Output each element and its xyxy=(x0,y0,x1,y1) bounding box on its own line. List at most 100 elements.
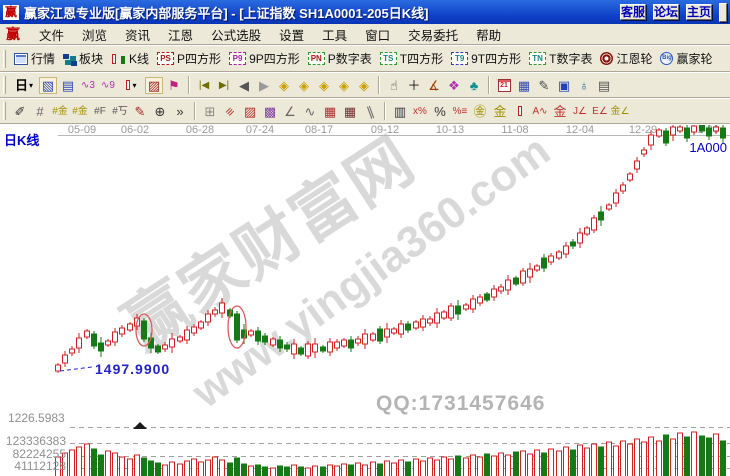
compress-icon[interactable]: ◈ xyxy=(315,77,333,94)
volume-bar xyxy=(255,464,261,476)
candle-style-dropdown[interactable]: ▾ xyxy=(119,77,143,94)
flag-chart-icon[interactable]: ⚑ xyxy=(165,77,183,94)
percent-icon[interactable]: % xyxy=(431,103,449,120)
gann-wheel-button[interactable]: 江恩轮 xyxy=(596,48,656,69)
s-ruler-icon[interactable]: #丂 xyxy=(111,103,129,120)
candle-body xyxy=(112,331,118,343)
homepage-button[interactable]: 主页 xyxy=(685,4,712,20)
menu-item-3[interactable]: 江恩 xyxy=(168,28,194,43)
sectors-button[interactable]: 板块 xyxy=(59,48,107,69)
fan-box-icon-glyph: ▨ xyxy=(243,103,257,119)
menu-item-0[interactable]: 文件 xyxy=(39,28,65,43)
pen-icon[interactable]: ✐ xyxy=(11,103,29,120)
quotes-button[interactable]: 行情 xyxy=(10,48,59,69)
percent-x-icon[interactable]: x% xyxy=(411,103,429,120)
fit-all-icon[interactable]: ◈ xyxy=(355,77,373,94)
volume-bar xyxy=(177,463,183,476)
time-cycle-icon[interactable]: ⊕ xyxy=(151,103,169,120)
gann-grid-icon[interactable]: ▦ xyxy=(321,103,339,120)
toolbar-grip[interactable] xyxy=(3,102,6,120)
candle-body xyxy=(548,255,554,263)
fan-box-icon[interactable]: ▨ xyxy=(241,103,259,120)
angle-lines-icon[interactable]: ∠ xyxy=(281,103,299,120)
period-day-dropdown[interactable]: 日 ▾ xyxy=(11,77,37,94)
zigzag-icon[interactable]: ∿ xyxy=(301,103,319,120)
menu-item-1[interactable]: 浏览 xyxy=(82,28,108,43)
menu-item-8[interactable]: 交易委托 xyxy=(408,28,459,43)
magic-tool-icon[interactable]: ❖ xyxy=(445,77,463,94)
j-angle-icon[interactable]: J∠ xyxy=(571,103,589,120)
calendar-icon[interactable]: 21 xyxy=(495,77,513,94)
p-square-button[interactable]: PS P四方形 xyxy=(153,48,225,69)
kline-button[interactable]: K线 xyxy=(107,48,153,69)
ruler-icon[interactable]: # xyxy=(31,103,49,120)
list-panel-icon[interactable]: ▤ xyxy=(59,77,77,94)
box-grid-icon[interactable]: ⊞ xyxy=(201,103,219,120)
volume-bar xyxy=(198,461,204,476)
analysis-brain-icon[interactable]: ♣ xyxy=(465,77,483,94)
menu-item-6[interactable]: 工具 xyxy=(322,28,348,43)
nine-p-square-button[interactable]: P9 9P四方形 xyxy=(225,48,304,69)
partial-button[interactable] xyxy=(719,2,727,22)
support-button[interactable]: 客服 xyxy=(619,4,646,20)
gold-circle-icon[interactable]: ㊎ xyxy=(471,103,489,120)
zoom-out-horizontal-icon[interactable]: ◈ xyxy=(275,77,293,94)
marker-pen-icon[interactable]: ✎ xyxy=(131,103,149,120)
candlestick-canvas[interactable]: 05-09 06-02 06-28 07-24 08-17 09-12 10-13 11-08… xyxy=(0,125,730,476)
prev-icon[interactable]: ◀ xyxy=(235,77,253,94)
e-angle-icon[interactable]: E∠ xyxy=(591,103,609,120)
gold-red-icon[interactable]: 金 xyxy=(551,103,569,120)
forum-button[interactable]: 论坛 xyxy=(652,4,679,20)
calculator-icon[interactable]: ▦ xyxy=(515,77,533,94)
notes-icon[interactable]: ✎ xyxy=(535,77,553,94)
fan-lines-icon[interactable]: ≡ xyxy=(221,103,239,120)
more-tools-icon[interactable]: » xyxy=(171,103,189,120)
menu-item-2[interactable]: 资讯 xyxy=(125,28,151,43)
toolbar-grip[interactable] xyxy=(3,76,6,94)
first-page-icon[interactable]: |◀ xyxy=(195,77,213,94)
parallel-lines-icon[interactable]: ∥ xyxy=(361,103,379,120)
candle-body xyxy=(498,286,504,292)
candle-body xyxy=(434,312,440,324)
shape-pattern-icon[interactable]: ▧ xyxy=(39,76,57,94)
angle-measure-icon[interactable]: ∡ xyxy=(425,77,443,94)
nine-t-square-button-label: 9T四方形 xyxy=(471,52,522,66)
hand-tool-icon[interactable]: ☝ xyxy=(385,77,403,94)
last-page-icon[interactable]: ▶| xyxy=(215,77,233,94)
hatch-box-icon[interactable]: ▩ xyxy=(261,103,279,120)
t-number-table-button[interactable]: TN T数字表 xyxy=(525,48,596,69)
chart-area[interactable]: 赢家财富网 www.yingjia360.com 05-09 06-02 06-28… xyxy=(0,124,730,476)
wave-a-icon[interactable]: A∿ xyxy=(531,103,549,120)
f-ruler-icon[interactable]: #F xyxy=(91,103,109,120)
column-chart-icon[interactable]: ▥ xyxy=(391,103,409,120)
menu-item-7[interactable]: 窗口 xyxy=(365,28,391,43)
save-icon[interactable]: ▣ xyxy=(555,77,573,94)
volume-bar xyxy=(155,462,161,476)
winner-wheel-button[interactable]: Big 赢家轮 xyxy=(656,48,716,69)
menu-item-4[interactable]: 公式选股 xyxy=(211,28,262,43)
pattern-search-icon[interactable]: ▨ xyxy=(145,76,163,94)
percent-lines-icon[interactable]: %≡ xyxy=(451,103,469,120)
nine-t-square-button[interactable]: T9 9T四方形 xyxy=(447,48,525,69)
gold-angle-icon[interactable]: 金∠ xyxy=(611,103,630,120)
network-icon[interactable]: ♁ xyxy=(575,77,593,94)
printer-icon[interactable]: ▤ xyxy=(595,77,613,94)
volume-bar xyxy=(391,462,397,476)
gold-ruler-icon[interactable]: #金 xyxy=(51,103,69,120)
menu-item-5[interactable]: 设置 xyxy=(279,28,305,43)
next-icon[interactable]: ▶ xyxy=(255,77,273,94)
candle-mark-icon[interactable] xyxy=(511,103,529,120)
crosshair-icon[interactable]: ＋ xyxy=(405,77,423,94)
volume-bar xyxy=(62,452,68,476)
toolbar-grip[interactable] xyxy=(3,49,6,68)
gold-lines-icon[interactable]: 金 xyxy=(491,103,509,120)
expand-icon[interactable]: ◈ xyxy=(335,77,353,94)
gold-ruler-2-icon[interactable]: #金 xyxy=(71,103,89,120)
menu-item-9[interactable]: 帮助 xyxy=(476,28,502,43)
wave-3-icon[interactable]: ∿3 xyxy=(79,77,97,94)
wave-9-icon[interactable]: ∿9 xyxy=(99,77,117,94)
p-number-table-button[interactable]: PN P数字表 xyxy=(304,48,376,69)
grid-chart-icon[interactable]: ▦ xyxy=(341,103,359,120)
zoom-in-horizontal-icon[interactable]: ◈ xyxy=(295,77,313,94)
t-square-button[interactable]: TS T四方形 xyxy=(376,48,447,69)
